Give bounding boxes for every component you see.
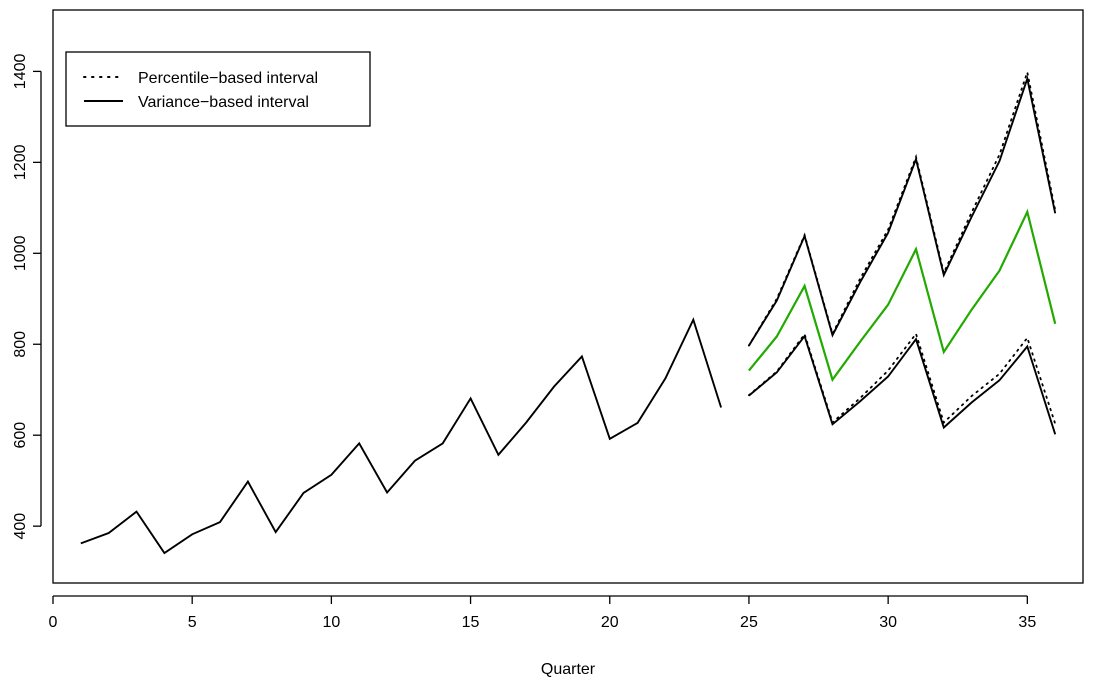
x-axis-label: Quarter: [541, 661, 596, 678]
y-axis: 400 600 800 1000 1200 1400: [12, 54, 42, 540]
x-tick-label: 25: [740, 614, 758, 631]
x-tick-label: 0: [49, 614, 58, 631]
legend-box: [65, 51, 371, 127]
x-axis: 0 5 10 15 20 25 30 35: [49, 595, 1036, 631]
y-tick-label: 1400: [12, 54, 29, 90]
series-line-variance-lower: [748, 334, 1057, 435]
x-tick-label: 10: [322, 614, 340, 631]
series-layer: [80, 68, 1057, 555]
x-tick-label: 20: [601, 614, 619, 631]
y-tick-label: 600: [12, 422, 29, 449]
series-line-observed: [80, 317, 723, 555]
y-tick-label: 400: [12, 513, 29, 540]
y-tick-label: 1000: [12, 235, 29, 271]
y-tick-label: 1200: [12, 144, 29, 180]
series-line-forecast: [748, 208, 1057, 383]
series-line-percentile-lower: [748, 331, 1057, 425]
plot-frame: [52, 9, 1084, 584]
x-tick-label: 30: [879, 614, 897, 631]
y-tick-label: 800: [12, 331, 29, 358]
legend: Percentile−based interval Variance−based…: [65, 51, 371, 127]
series-line-percentile-upper: [748, 68, 1057, 347]
legend-label-variance: Variance−based interval: [138, 94, 309, 111]
x-tick-label: 15: [462, 614, 480, 631]
x-tick-label: 35: [1018, 614, 1036, 631]
x-tick-label: 5: [188, 614, 197, 631]
legend-label-percentile: Percentile−based interval: [138, 70, 318, 87]
